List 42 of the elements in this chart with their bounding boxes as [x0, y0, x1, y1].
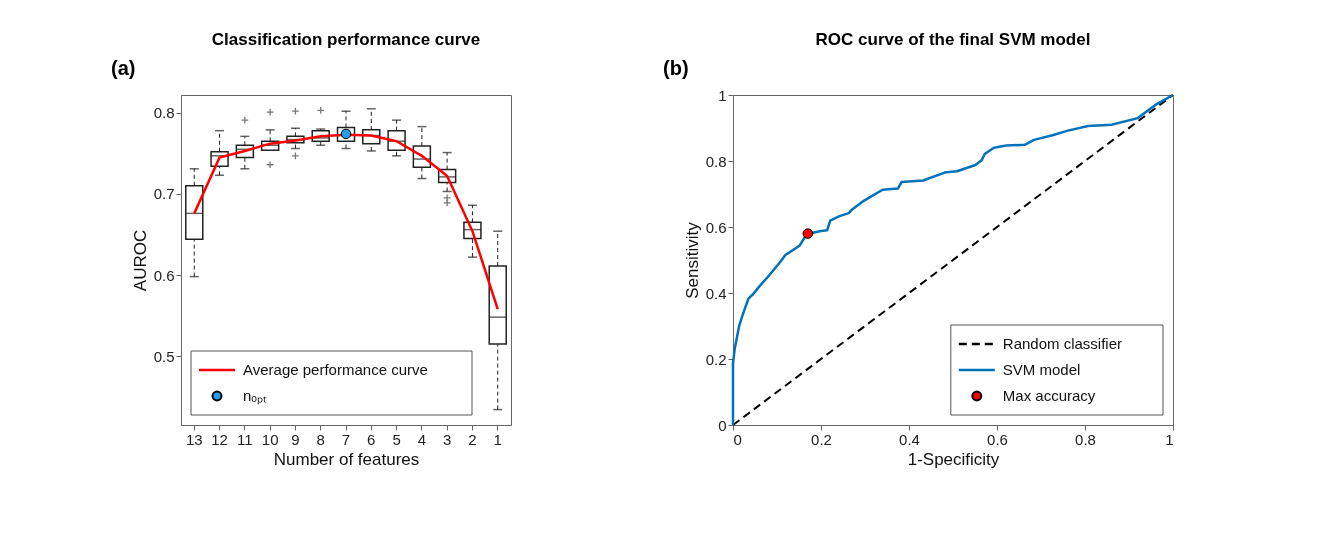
text: (b): [663, 57, 689, 79]
x-tick-label: 7: [341, 430, 351, 448]
y-tick-label: 1: [718, 86, 727, 104]
legend-label: nₒₚₜ: [243, 387, 268, 405]
x-tick-label: 3: [442, 430, 452, 448]
y-tick-label: 0.2: [705, 350, 727, 368]
x-tick-label: 6: [367, 430, 376, 448]
x-tick-label: 12: [211, 430, 228, 448]
y-tick-label: 0.7: [153, 185, 175, 203]
x-tick-label: 8: [316, 430, 325, 448]
y-tick-label: 0.8: [153, 104, 175, 122]
x-tick-label: 4: [417, 430, 427, 448]
legend-label: SVM model: [1002, 361, 1081, 378]
legend-label: Max accuracy: [1002, 387, 1096, 404]
x-tick-label: 0.6: [987, 430, 1008, 448]
y-axis-title: AUROC: [130, 229, 150, 292]
x-tick-label: 0.2: [811, 430, 832, 448]
y-tick-label: 0.6: [153, 266, 175, 284]
y-tick-label: 0.5: [153, 347, 175, 365]
y-tick-label: 0: [718, 416, 727, 434]
x-tick-label: 1: [1165, 430, 1174, 448]
legend-label: Average performance curve: [243, 361, 428, 378]
x-tick-label: 0: [733, 430, 742, 448]
chart-title: Classification performance curve: [211, 30, 481, 49]
y-axis-title: Sensitivity: [682, 221, 702, 299]
x-tick-label: 1: [493, 430, 502, 448]
x-tick-label: 0.4: [899, 430, 920, 448]
legend-label: Random classifier: [1002, 335, 1123, 352]
y-tick-label: 0.4: [705, 284, 727, 302]
x-tick-label: 0.8: [1075, 430, 1096, 448]
x-tick-label: 13: [185, 430, 203, 448]
x-tick-label: 5: [392, 430, 401, 448]
y-tick-label: 0.8: [705, 152, 727, 170]
x-tick-label: 10: [261, 430, 279, 448]
x-tick-label: 11: [237, 430, 253, 448]
text: (a): [111, 57, 136, 79]
x-tick-label: 9: [291, 430, 300, 448]
x-axis-title: Number of features: [273, 449, 420, 469]
x-tick-label: 2: [468, 430, 477, 448]
y-tick-label: 0.6: [705, 218, 727, 236]
chart-title: ROC curve of the final SVM model: [815, 30, 1091, 49]
x-axis-title: 1-Specificity: [907, 449, 1000, 469]
